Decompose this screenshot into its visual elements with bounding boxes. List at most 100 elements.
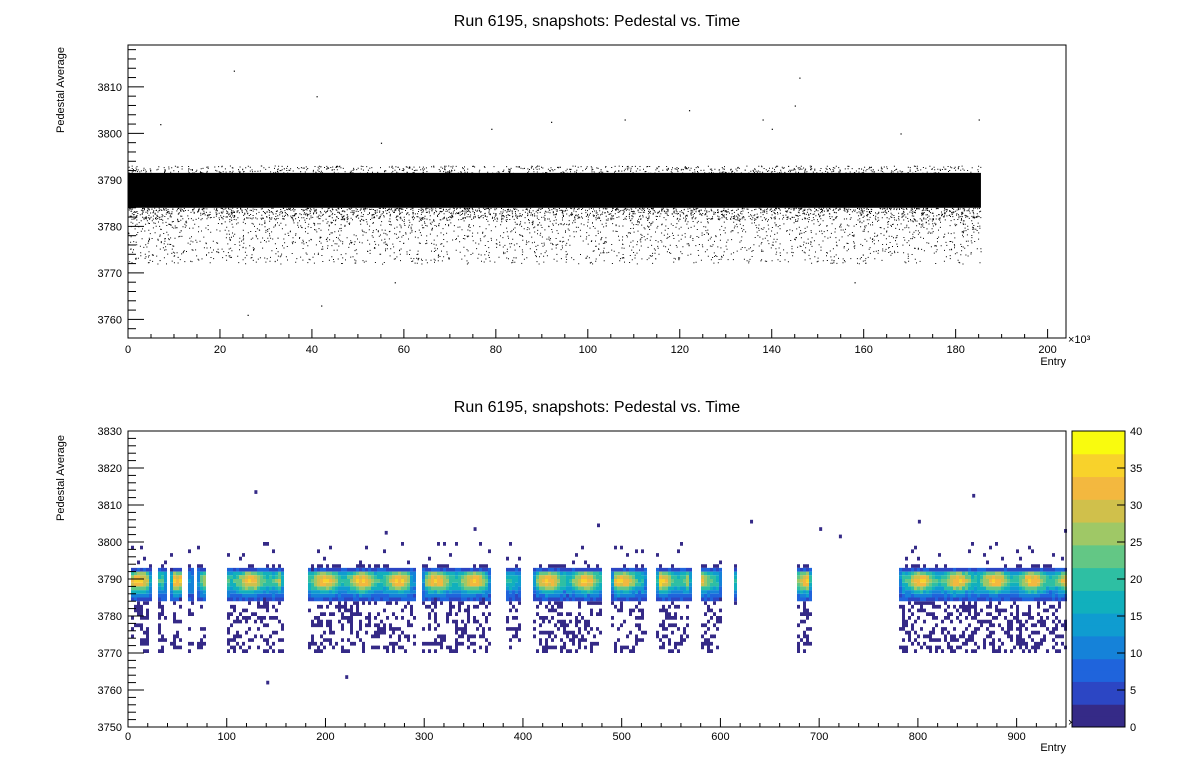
top-x-tick-label: 0	[125, 344, 131, 356]
top-outlier-point	[316, 96, 318, 98]
bottom-y-tick-label: 3830	[98, 426, 122, 438]
colorbar-tick-label: 5	[1130, 685, 1136, 697]
bottom-chart-xlabel: Entry	[1040, 742, 1066, 754]
bottom-chart: Run 6195, snapshots: Pedestal vs. Time P…	[55, 399, 1142, 754]
heatmap-outlier-cell	[838, 534, 842, 539]
top-x-tick-label: 100	[579, 344, 597, 356]
bottom-x-tick-label: 100	[218, 731, 236, 743]
colorbar-swatch	[1072, 567, 1125, 580]
colorbar-tick-label: 30	[1130, 500, 1142, 512]
top-outlier-point	[380, 142, 383, 144]
top-chart-title: Run 6195, snapshots: Pedestal vs. Time	[454, 13, 740, 30]
top-y-tick-label: 3790	[98, 175, 122, 187]
top-outlier-point	[978, 119, 980, 121]
colorbar-tick-label: 15	[1130, 611, 1142, 623]
top-x-tick-label: 60	[398, 344, 410, 356]
bottom-x-tick-label: 400	[514, 731, 532, 743]
bottom-chart-x-ticks: 0 100 200 300 400 500 600 700 800 900	[125, 718, 1057, 743]
top-outlier-point	[247, 314, 249, 316]
bottom-x-tick-label: 700	[810, 731, 828, 743]
top-outlier-point	[794, 105, 796, 107]
top-outlier-point	[491, 128, 493, 130]
top-outlier-point	[321, 305, 323, 307]
top-y-tick-label: 3810	[98, 82, 122, 94]
top-outlier-point	[799, 77, 801, 79]
heatmap-outlier-cell	[266, 680, 270, 685]
colorbar-tick-label: 35	[1130, 463, 1142, 475]
bottom-x-tick-label: 0	[125, 731, 131, 743]
top-x-tick-label: 120	[671, 344, 689, 356]
top-chart-marks	[128, 70, 982, 316]
top-outlier-point	[854, 282, 856, 284]
top-chart-frame	[127, 44, 1067, 339]
top-outlier-point	[233, 70, 235, 72]
top-outlier-point	[551, 121, 553, 123]
bottom-chart-marks	[131, 490, 1068, 685]
colorbar-tick-label: 10	[1130, 648, 1142, 660]
colorbar-swatch	[1072, 453, 1125, 466]
colorbar-tick-label: 20	[1130, 574, 1142, 586]
colorbar-swatch	[1072, 579, 1125, 591]
bottom-chart-colorbar: 0 5 10 15 20 25 30 35 40	[1071, 426, 1142, 734]
colorbar-swatch	[1072, 692, 1125, 705]
colorbar-swatch	[1072, 715, 1125, 728]
top-outlier-point	[900, 133, 902, 135]
top-x-tick-label: 40	[306, 344, 318, 356]
colorbar-tick-label: 0	[1130, 722, 1136, 734]
top-y-tick-label: 3780	[98, 221, 122, 233]
top-y-tick-label: 3800	[98, 128, 122, 140]
colorbar-swatch	[1072, 499, 1125, 512]
top-y-tick-label: 3770	[98, 268, 122, 280]
heatmap-cells	[134, 567, 1067, 602]
heatmap-cells	[131, 571, 1064, 594]
bottom-x-tick-label: 300	[415, 731, 433, 743]
bottom-x-tick-label: 900	[1007, 731, 1025, 743]
top-x-tick-label: 180	[946, 344, 964, 356]
top-chart-ylabel: Pedestal Average	[55, 47, 67, 133]
colorbar-swatch	[1072, 635, 1125, 648]
heatmap-cells	[131, 567, 1067, 602]
bottom-x-tick-label: 800	[909, 731, 927, 743]
colorbar-tick-label: 40	[1130, 426, 1142, 438]
heatmap-cells	[131, 575, 1067, 587]
heatmap-cells	[131, 571, 1067, 594]
bottom-x-tick-label: 600	[711, 731, 729, 743]
bottom-y-tick-label: 3760	[98, 685, 122, 697]
heatmap-cells	[131, 571, 1064, 598]
top-dense-band	[128, 172, 981, 208]
heatmap-outlier-cell	[972, 493, 976, 498]
colorbar-swatch	[1072, 590, 1125, 603]
colorbar-swatch	[1072, 658, 1125, 671]
colorbar-swatch	[1072, 476, 1125, 489]
bottom-y-tick-label: 3800	[98, 537, 122, 549]
colorbar-swatch	[1072, 465, 1125, 478]
top-x-tick-label: 140	[763, 344, 781, 356]
top-x-tick-label: 200	[1038, 344, 1056, 356]
top-chart-x-multiplier: ×10³	[1068, 334, 1091, 346]
bottom-y-tick-label: 3790	[98, 574, 122, 586]
top-outlier-point	[624, 119, 626, 121]
colorbar-swatch	[1072, 544, 1125, 557]
heatmap-outlier-cell	[473, 527, 477, 531]
top-outlier-point	[762, 119, 764, 121]
colorbar-swatch	[1072, 647, 1125, 660]
bottom-x-tick-label: 200	[316, 731, 334, 743]
heatmap-cells	[134, 579, 1031, 587]
heatmap-outlier-cell	[384, 530, 388, 535]
heatmap-outlier-cell	[819, 527, 823, 531]
heatmap-outlier-cell	[750, 519, 754, 524]
top-y-tick-label: 3760	[98, 314, 122, 326]
heatmap-cells	[131, 542, 1067, 653]
colorbar-swatch	[1072, 533, 1125, 546]
top-x-tick-label: 20	[214, 344, 226, 356]
top-chart-xlabel: Entry	[1040, 356, 1066, 368]
top-outlier-point	[688, 110, 691, 112]
bottom-y-tick-label: 3820	[98, 463, 122, 475]
bottom-chart-ylabel: Pedestal Average	[55, 435, 67, 521]
top-scatter-points	[128, 165, 982, 265]
top-outlier-point	[160, 124, 162, 126]
colorbar-swatch	[1072, 487, 1125, 500]
colorbar-swatch	[1072, 681, 1125, 694]
